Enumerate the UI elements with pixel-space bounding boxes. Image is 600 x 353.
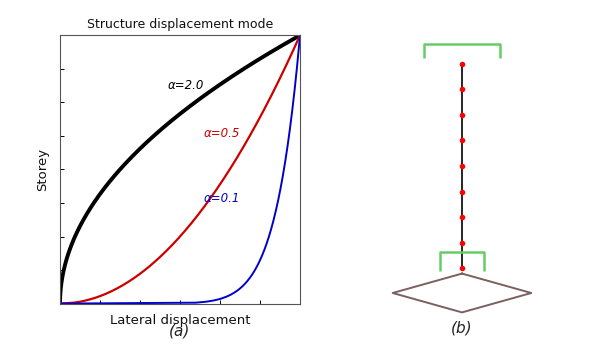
Text: (b): (b): [451, 321, 473, 335]
Y-axis label: Storey: Storey: [37, 148, 50, 191]
Text: α=0.1: α=0.1: [204, 192, 241, 205]
Text: (a): (a): [169, 324, 191, 339]
Text: α=0.5: α=0.5: [204, 127, 241, 140]
Title: Structure displacement mode: Structure displacement mode: [87, 18, 273, 31]
Text: α=2.0: α=2.0: [168, 79, 205, 92]
X-axis label: Lateral displacement: Lateral displacement: [110, 314, 250, 327]
